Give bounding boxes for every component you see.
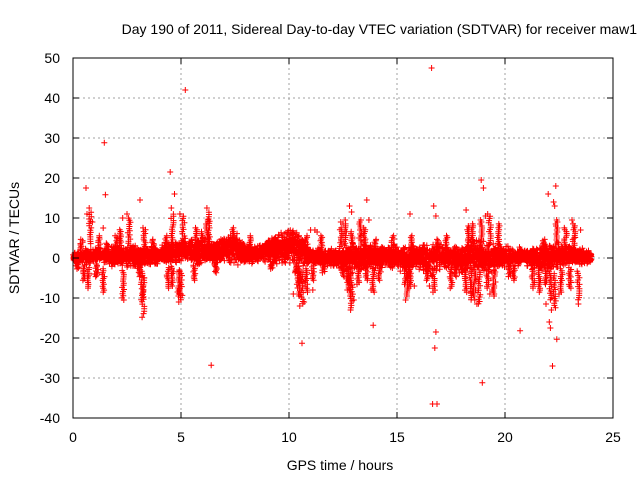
- y-tick-label: -10: [40, 290, 60, 306]
- plot-frame: [72, 57, 614, 419]
- y-tick-label: 0: [52, 250, 60, 266]
- y-tick-labels: 50 40 30 20 10 0 -10 -20 -30 -40: [40, 50, 60, 426]
- y-tick-label: -40: [40, 410, 60, 426]
- y-tick-label: 20: [44, 170, 60, 186]
- y-ticks: [73, 57, 613, 419]
- y-tick-label: 40: [44, 90, 60, 106]
- data-points: [70, 65, 595, 407]
- sdtvar-markers: [70, 65, 595, 407]
- x-tick-label: 20: [497, 429, 513, 445]
- x-axis-label: GPS time / hours: [287, 457, 394, 473]
- x-ticks: [72, 58, 614, 418]
- chart-title: Day 190 of 2011, Sidereal Day-to-day VTE…: [122, 21, 638, 37]
- y-axis-label: SDTVAR / TECUs: [6, 182, 22, 294]
- x-tick-label: 5: [177, 429, 185, 445]
- y-tick-label: 10: [44, 210, 60, 226]
- y-tick-label: -20: [40, 330, 60, 346]
- x-tick-labels: 0 5 10 15 20 25: [69, 429, 621, 445]
- x-tick-label: 15: [389, 429, 405, 445]
- y-tick-label: 50: [44, 50, 60, 66]
- x-tick-label: 0: [69, 429, 77, 445]
- x-tick-label: 25: [605, 429, 621, 445]
- x-tick-label: 10: [281, 429, 297, 445]
- y-tick-label: 30: [44, 130, 60, 146]
- y-tick-label: -30: [40, 370, 60, 386]
